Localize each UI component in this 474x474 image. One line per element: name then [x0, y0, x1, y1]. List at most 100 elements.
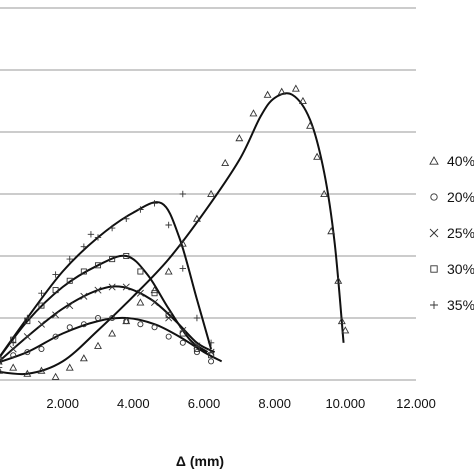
point-0-8 — [108, 329, 117, 337]
point-0-17 — [235, 134, 244, 142]
point-4-9 — [123, 215, 130, 222]
point-0-20 — [277, 87, 286, 95]
point-0-19 — [263, 90, 272, 98]
point-0-12 — [164, 267, 173, 275]
point-0-24 — [313, 152, 322, 160]
point-0-4 — [51, 372, 60, 380]
x-axis-label: Δ (mm) — [176, 453, 224, 469]
legend-label-4: 35% — [447, 297, 474, 313]
legend-marker-0 — [429, 156, 439, 165]
fit-curve-0 — [0, 92, 345, 376]
point-4-16 — [179, 190, 186, 198]
point-1-1 — [10, 352, 17, 359]
legend-label-1: 20% — [447, 189, 474, 205]
point-4-4 — [52, 271, 59, 278]
point-4-11 — [151, 200, 158, 207]
point-2-9 — [122, 283, 130, 291]
fit-curve-1 — [0, 316, 223, 363]
point-1-4 — [52, 333, 59, 340]
point-2-1 — [9, 345, 17, 353]
point-3-7 — [94, 262, 102, 269]
point-3-3 — [38, 302, 45, 309]
point-0-22 — [298, 96, 307, 105]
point-2-6 — [80, 292, 88, 300]
fit-curve-4 — [0, 201, 213, 359]
point-2-4 — [52, 311, 60, 319]
point-0-7 — [94, 341, 102, 349]
point-0-14 — [192, 214, 201, 222]
point-1-11 — [151, 324, 158, 331]
point-3-13 — [179, 330, 186, 337]
point-4-7 — [94, 234, 102, 241]
point-1-12 — [165, 333, 172, 340]
point-4-0 — [0, 367, 3, 369]
point-4-5 — [66, 255, 73, 263]
point-1-6 — [80, 321, 87, 328]
point-0-26 — [327, 227, 336, 235]
legend-marker-4 — [430, 301, 438, 309]
point-4-8 — [108, 224, 116, 232]
point-3-4 — [52, 287, 59, 294]
fit-curves — [0, 92, 345, 376]
point-2-11 — [151, 298, 159, 307]
legend-label-3: 30% — [447, 261, 474, 277]
point-0-2 — [23, 369, 32, 377]
x-tick-label-0: 2.000 — [46, 396, 79, 411]
legend-marker-3 — [430, 265, 438, 273]
point-2-10 — [136, 289, 144, 297]
point-3-9 — [123, 252, 130, 260]
point-2-8 — [108, 283, 116, 291]
point-3-11 — [151, 290, 158, 297]
point-3-8 — [109, 256, 116, 263]
point-0-21 — [291, 84, 300, 92]
fit-curve-2 — [0, 285, 216, 362]
point-3-0 — [0, 358, 3, 365]
point-0-27 — [334, 276, 343, 284]
point-0-13 — [178, 239, 187, 247]
point-4-1 — [10, 339, 17, 346]
point-2-7 — [94, 286, 102, 294]
point-0-10 — [136, 298, 145, 306]
point-1-2 — [24, 349, 31, 356]
gridlines — [0, 7, 416, 381]
point-4-10 — [137, 206, 144, 213]
point-1-13 — [179, 339, 186, 346]
point-0-18 — [249, 109, 258, 117]
legend-marker-2 — [429, 228, 439, 238]
point-3-5 — [66, 277, 73, 284]
point-3-14 — [193, 345, 200, 353]
data-points — [0, 84, 350, 380]
point-3-6 — [80, 268, 87, 275]
legend: 40% 20% 25% 30% 35% — [429, 153, 474, 313]
x-tick-label-1: 4.000 — [117, 396, 150, 411]
x-tick-label-2: 6.000 — [188, 396, 221, 411]
point-0-0 — [0, 368, 4, 374]
x-tick-label-4: 10.000 — [325, 396, 365, 411]
legend-label-0: 40% — [447, 153, 474, 169]
point-0-25 — [320, 189, 329, 198]
point-1-9 — [123, 318, 130, 325]
point-4-17 — [87, 231, 95, 238]
point-4-15 — [207, 339, 215, 346]
point-4-6 — [80, 243, 88, 250]
point-4-14 — [193, 314, 201, 322]
point-1-14 — [193, 349, 200, 356]
point-0-23 — [306, 121, 314, 129]
point-0-11 — [150, 285, 159, 294]
point-4-3 — [38, 290, 45, 297]
point-1-7 — [94, 314, 102, 322]
point-3-10 — [137, 268, 144, 275]
point-0-6 — [79, 354, 88, 362]
point-1-3 — [38, 345, 45, 353]
x-axis-ticks: 2.000 4.000 6.000 8.000 10.000 12.000 — [46, 396, 435, 411]
point-3-15 — [208, 352, 215, 359]
x-tick-label-5: 12.000 — [396, 396, 436, 411]
point-0-1 — [9, 363, 18, 371]
point-4-12 — [165, 221, 172, 229]
point-0-28 — [337, 316, 346, 325]
point-2-2 — [23, 333, 31, 341]
point-4-13 — [179, 265, 186, 272]
point-1-15 — [208, 358, 215, 365]
point-1-8 — [109, 314, 116, 322]
